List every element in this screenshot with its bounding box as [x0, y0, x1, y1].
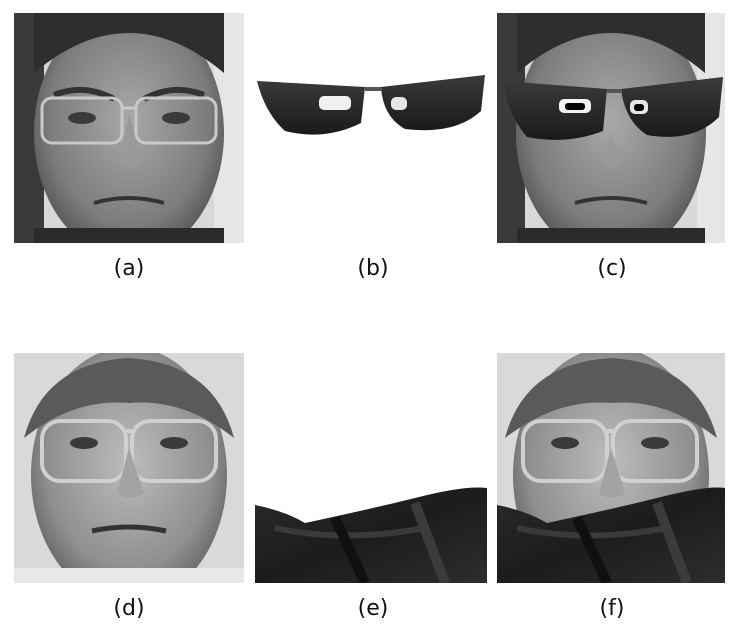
face-with-sunglasses	[497, 13, 725, 243]
face-photo-d	[14, 353, 244, 583]
caption-b: (b)	[333, 256, 413, 281]
panel-d	[14, 353, 244, 583]
caption-f: (f)	[572, 596, 652, 621]
caption-e: (e)	[333, 596, 413, 621]
caption-a: (a)	[89, 256, 169, 281]
panel-f	[497, 353, 725, 583]
face-with-scarf	[497, 353, 725, 583]
face-photo-a	[14, 13, 244, 243]
caption-c: (c)	[572, 256, 652, 281]
scarf-mask	[255, 353, 487, 583]
panel-e	[255, 353, 487, 583]
sunglasses-mask	[255, 13, 487, 243]
panel-b	[255, 13, 487, 243]
panel-c	[497, 13, 725, 243]
panel-a	[14, 13, 244, 243]
caption-d: (d)	[89, 596, 169, 621]
